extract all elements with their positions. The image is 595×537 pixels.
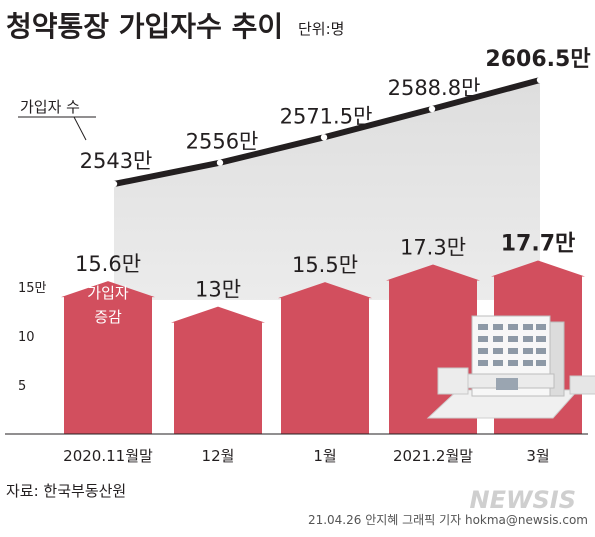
line-point-4 — [536, 76, 544, 84]
bar-value-label-0: 15.6만 — [75, 252, 141, 276]
line-value-label-2: 2571.5만 — [280, 104, 373, 128]
bar-series-label-line1: 가입자 — [87, 284, 129, 302]
bar-value-label-2: 15.5만 — [292, 253, 358, 277]
x-category-label-0: 2020.11월말 — [63, 447, 153, 465]
line-value-label-1: 2556만 — [186, 130, 259, 154]
x-axis-categories: 2020.11월말 12월 1월 2021.2월말 3월 — [63, 447, 549, 465]
line-point-0 — [110, 180, 118, 188]
line-point-1 — [216, 159, 224, 166]
line-point-2 — [320, 134, 328, 141]
y-tick-label-2: 5 — [18, 379, 26, 394]
watermark-logo: NEWSIS — [470, 486, 576, 514]
unit-label: 단위:명 — [298, 20, 344, 38]
apartment-building-icon — [426, 315, 595, 419]
x-category-label-1: 12월 — [202, 447, 235, 465]
credit-label: 21.04.26 안지혜 그래픽 기자 hokma@newsis.com — [308, 513, 588, 527]
line-value-label-4: 2606.5만 — [485, 47, 590, 72]
line-label-callout — [73, 116, 87, 141]
bar-1 — [171, 306, 265, 434]
x-category-label-2: 1월 — [313, 447, 336, 465]
bar-0 — [61, 281, 155, 434]
chart-title: 청약통장 가입자수 추이 — [6, 10, 283, 43]
line-series-label: 가입자 수 — [20, 98, 80, 116]
bar-2 — [278, 282, 372, 434]
line-value-label-0: 2543만 — [80, 149, 153, 173]
line-value-label-3: 2588.8만 — [388, 76, 481, 100]
y-tick-label-1: 10 — [18, 330, 35, 345]
bar-value-label-1: 13만 — [195, 278, 241, 302]
bar-series-label-line2: 증감 — [94, 308, 122, 326]
x-category-label-3: 2021.2월말 — [393, 447, 473, 465]
x-category-label-4: 3월 — [526, 447, 549, 465]
bar-value-label-3: 17.3만 — [400, 235, 466, 259]
y-axis-ticks: 15만 10 5 — [18, 281, 47, 394]
bar-value-label-4: 17.7만 — [501, 232, 576, 257]
y-tick-label-0: 15만 — [18, 281, 47, 296]
line-background-band — [114, 80, 540, 300]
source-label: 자료: 한국부동산원 — [6, 482, 126, 500]
line-point-3 — [428, 105, 436, 113]
